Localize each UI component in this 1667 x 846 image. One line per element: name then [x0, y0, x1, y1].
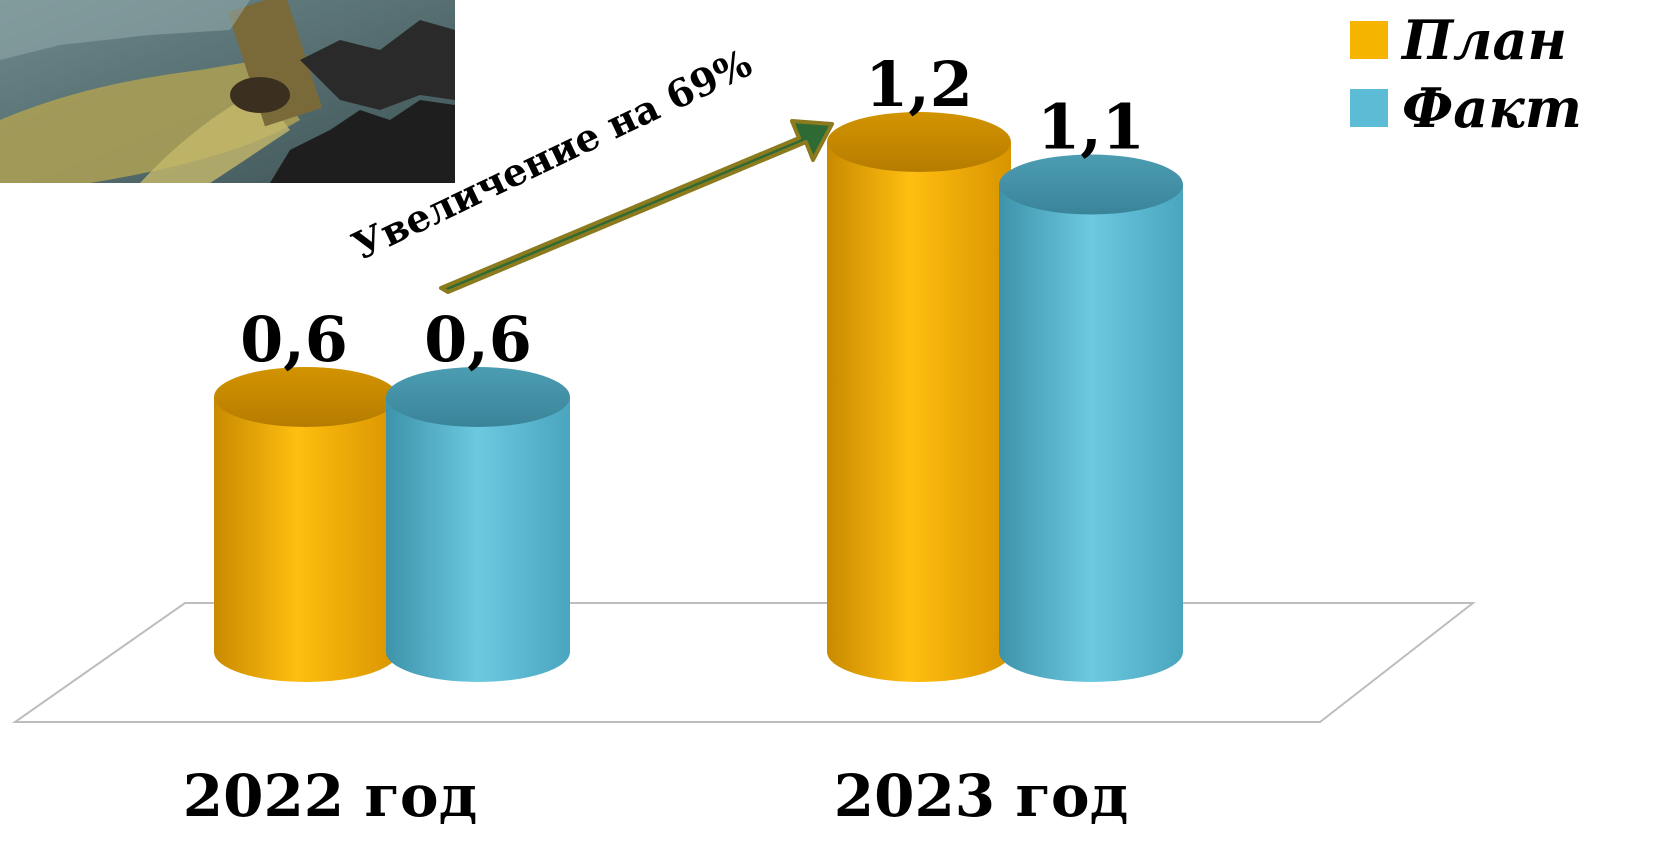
legend-swatch-plan — [1350, 21, 1388, 59]
bar-body — [999, 184, 1183, 682]
bars-group — [214, 112, 1183, 682]
bar-top — [827, 112, 1011, 172]
bar-body — [827, 142, 1011, 682]
growth-arrow — [439, 119, 834, 294]
value-label-fact-2022: 0,6 — [424, 303, 532, 376]
bar-plan-2022 — [214, 367, 398, 682]
value-label-fact-2023: 1,1 — [1037, 91, 1145, 164]
value-label-plan-2023: 1,2 — [865, 48, 973, 121]
legend-label-fact: Факт — [1402, 76, 1582, 140]
bar-top — [214, 367, 398, 427]
value-label-plan-2022: 0,6 — [240, 303, 348, 376]
bar-top — [999, 154, 1183, 215]
bar-body — [214, 397, 398, 682]
value-labels-group: 0,6 0,6 1,2 1,1 — [240, 48, 1145, 376]
legend-label-plan: План — [1402, 8, 1567, 72]
category-label-2022: 2022 год — [182, 762, 478, 830]
legend-item-fact: Факт — [1350, 78, 1582, 138]
bar-body — [386, 397, 570, 682]
category-label-2023: 2023 год — [833, 762, 1129, 830]
bar-plan-2023 — [827, 112, 1011, 682]
legend-item-plan: План — [1350, 10, 1582, 70]
bar-fact-2022 — [386, 367, 570, 682]
bar-fact-2023 — [999, 154, 1183, 682]
pipe-photo-image — [0, 0, 455, 183]
legend: План Факт — [1350, 10, 1582, 146]
legend-swatch-fact — [1350, 89, 1388, 127]
bar-top — [386, 367, 570, 427]
